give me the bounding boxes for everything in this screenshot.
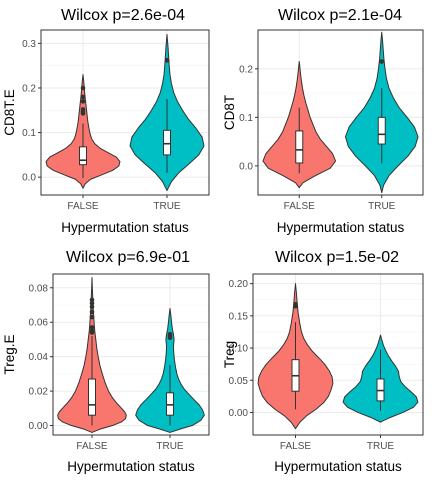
x-axis-title: Hypermutation status — [67, 459, 195, 474]
x-tick-label: TRUE — [156, 441, 184, 452]
y-tick-label: 0.2 — [22, 83, 36, 94]
y-tick-label: 0.20 — [229, 279, 249, 290]
y-tick-label: 0.15 — [229, 311, 249, 322]
outlier-point — [80, 99, 86, 104]
y-tick-label: 0.2 — [239, 64, 253, 75]
x-tick-label: FALSE — [284, 201, 315, 212]
outlier-point — [89, 325, 95, 330]
outlier-point — [89, 314, 95, 320]
panel-1: 0.0 0.1 0.2 0.3 FALSE TRUE Wilcox p=2.6e-04 Hyp… — [2, 7, 210, 235]
violin-group-true — [344, 31, 419, 194]
box-iqr — [163, 129, 171, 156]
x-tick-label: TRUE — [153, 201, 181, 212]
x-tick-label: FALSE — [67, 201, 98, 212]
y-tick-label: 0.3 — [22, 39, 36, 50]
panel-border — [40, 29, 210, 196]
violin-group-false — [262, 61, 337, 189]
panel-border — [52, 273, 210, 436]
panel-3: 0.00 0.02 0.04 0.06 0.08 FALSE TRUE Wilcox p=6.… — [2, 249, 210, 474]
box-iqr — [377, 116, 386, 145]
y-tick-label: 0.04 — [29, 352, 49, 363]
violin-group-true — [135, 307, 205, 433]
y-axis-title: CD8T — [222, 95, 237, 130]
outlier-point — [167, 331, 173, 337]
panel-border — [257, 29, 424, 196]
y-axis-title: Treg.E — [2, 334, 17, 374]
x-axis-title: Hypermutation status — [277, 220, 405, 235]
y-tick-label: 0.06 — [29, 318, 49, 329]
outlier-point — [89, 328, 95, 334]
panel-border — [252, 273, 424, 436]
x-tick-label: TRUE — [368, 201, 396, 212]
outlier-point — [164, 58, 170, 63]
outlier-point — [89, 309, 95, 315]
y-tick-label: 0.05 — [229, 376, 249, 387]
y-axis-title: CD8T.E — [2, 89, 17, 136]
violin-group-false — [57, 276, 127, 433]
panel-title: Wilcox p=2.1e-04 — [278, 7, 402, 24]
violin-group-true — [342, 334, 419, 423]
panel-title: Wilcox p=2.6e-04 — [61, 7, 185, 24]
outlier-point — [89, 297, 95, 303]
x-tick-label: TRUE — [367, 441, 395, 452]
outlier-point — [80, 85, 86, 91]
y-tick-label: 0.08 — [29, 283, 49, 294]
outlier-point — [89, 300, 95, 306]
y-tick-label: 0.00 — [229, 408, 249, 419]
violin-group-false — [45, 74, 121, 189]
violin-group-false — [257, 283, 334, 430]
y-axis-title: Treg — [222, 341, 237, 368]
panel-title: Wilcox p=1.5e-02 — [275, 249, 399, 266]
x-axis-title: Hypermutation status — [61, 220, 189, 235]
y-tick-label: 0.1 — [22, 128, 36, 139]
y-tick-label: 0.02 — [29, 387, 49, 398]
panel-2: 0.0 0.1 0.2 FALSE TRUE Wilcox p=2.1e-04 Hyperm… — [222, 7, 424, 235]
violin-group-true — [129, 33, 205, 192]
outlier-point — [80, 107, 86, 112]
x-tick-label: FALSE — [76, 441, 107, 452]
box-iqr — [295, 130, 304, 164]
box-iqr — [79, 146, 87, 166]
y-tick-label: 0.1 — [239, 113, 253, 124]
box-iqr — [166, 392, 174, 416]
outlier-point — [379, 59, 385, 64]
y-tick-label: 0.10 — [229, 344, 249, 355]
x-tick-label: FALSE — [280, 441, 311, 452]
outlier-point — [293, 301, 298, 307]
y-tick-label: 0.0 — [239, 161, 253, 172]
y-tick-label: 0.00 — [29, 421, 49, 432]
panel-title: Wilcox p=6.9e-01 — [66, 249, 190, 266]
panel-4: 0.00 0.05 0.10 0.15 0.20 FALSE TRUE Wilcox p=1.… — [222, 249, 424, 474]
outlier-point — [80, 94, 86, 100]
box-iqr — [88, 378, 96, 416]
y-tick-label: 0.0 — [22, 173, 36, 184]
outlier-point — [89, 304, 95, 310]
x-axis-title: Hypermutation status — [274, 459, 402, 474]
